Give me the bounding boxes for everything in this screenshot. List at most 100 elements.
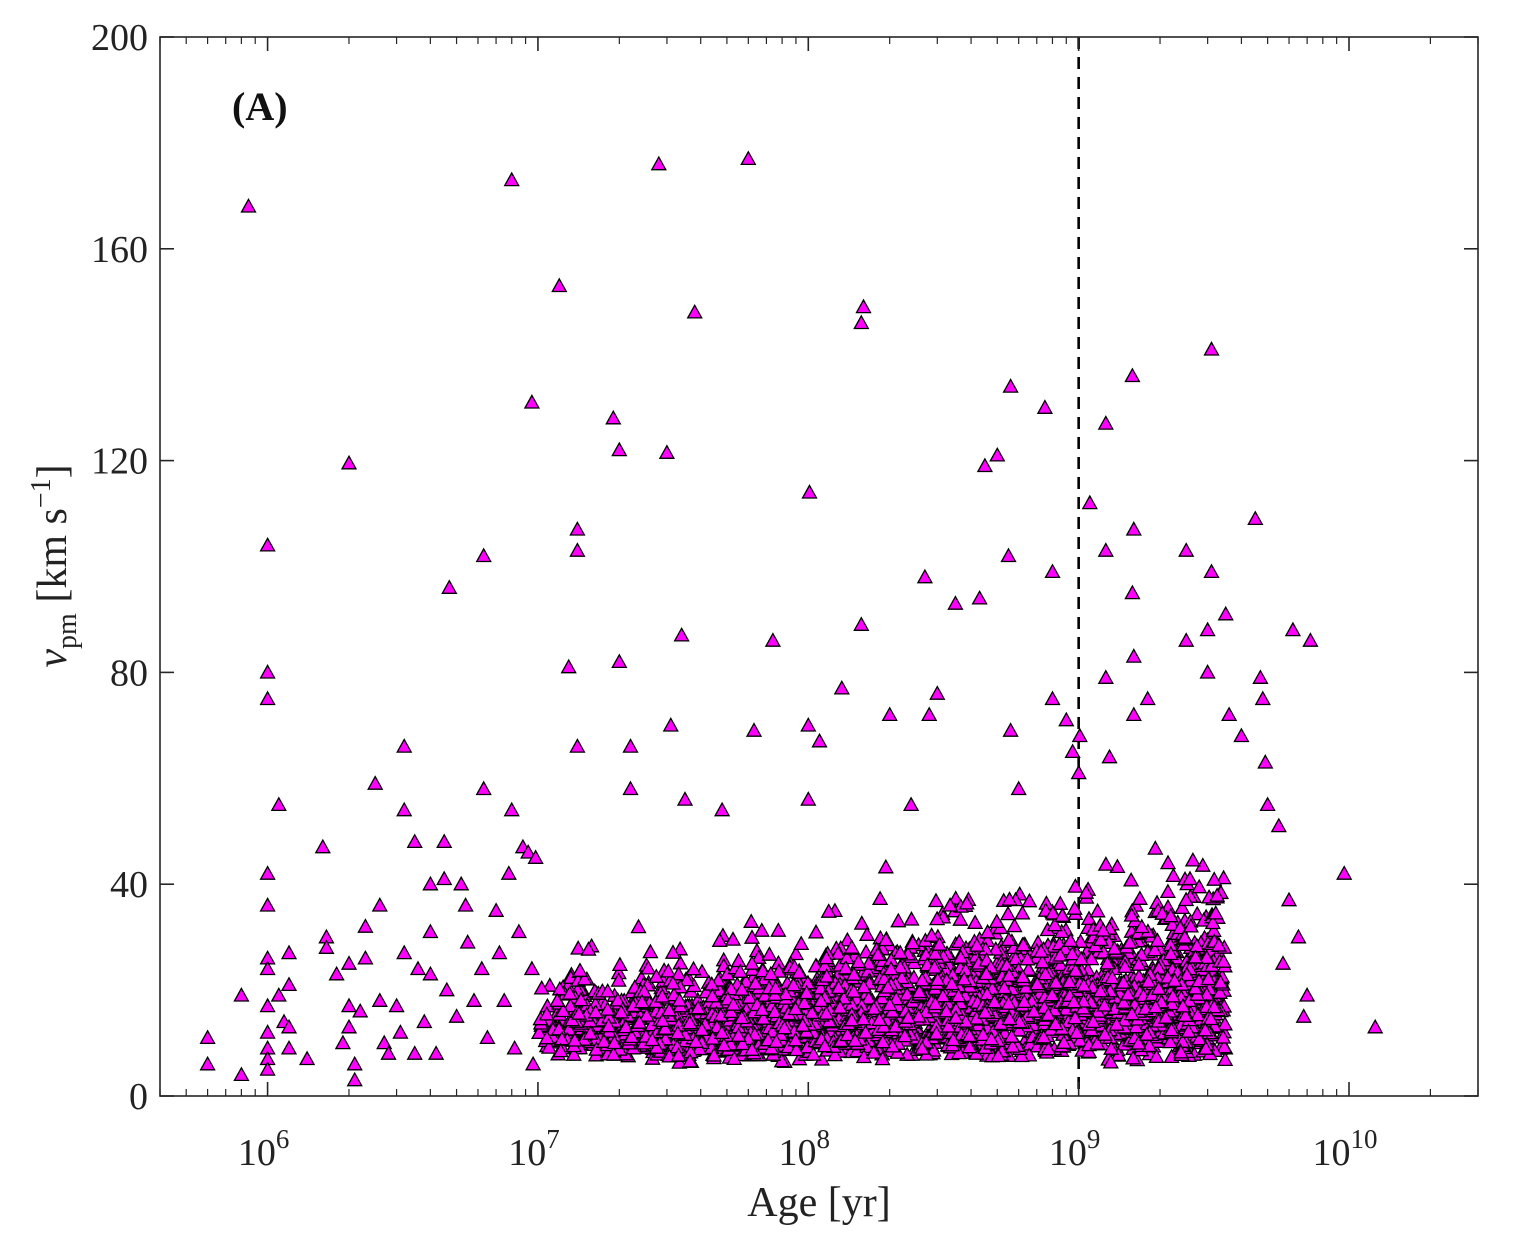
data-point — [877, 931, 895, 947]
data-point — [1217, 605, 1234, 621]
data-point — [1052, 947, 1069, 962]
data-point — [955, 970, 973, 986]
data-point — [1103, 1040, 1120, 1055]
data-point — [280, 976, 298, 992]
data-point — [1097, 669, 1114, 684]
data-point — [860, 990, 877, 1005]
data-point — [816, 1037, 834, 1053]
data-point — [611, 956, 629, 972]
data-point — [1149, 932, 1166, 947]
data-point — [1109, 858, 1126, 874]
data-point — [1148, 1048, 1165, 1064]
data-point — [1065, 993, 1082, 1009]
data-point — [743, 929, 761, 944]
data-point — [552, 1042, 569, 1058]
data-point — [904, 934, 921, 950]
data-point — [569, 738, 586, 753]
data-point — [1000, 931, 1017, 947]
data-point — [1014, 968, 1031, 984]
data-point — [1187, 948, 1204, 964]
data-point — [1139, 690, 1156, 706]
data-point — [818, 949, 835, 965]
data-point — [890, 912, 907, 928]
data-point — [807, 923, 825, 939]
data-point — [240, 198, 257, 213]
data-point — [1182, 917, 1200, 933]
data-point — [830, 979, 847, 995]
data-point — [611, 653, 628, 669]
data-point — [1067, 878, 1084, 893]
data-point — [1200, 970, 1217, 986]
data-point — [523, 960, 541, 976]
data-point — [1016, 993, 1033, 1009]
data-point — [1066, 900, 1083, 915]
data-point — [259, 690, 276, 706]
data-point — [1211, 984, 1229, 999]
data-point — [1037, 965, 1054, 981]
data-point — [1174, 997, 1192, 1013]
data-point — [911, 983, 928, 999]
data-point — [1123, 1005, 1141, 1021]
data-point — [1302, 632, 1319, 647]
data-point — [1163, 995, 1181, 1011]
y-tick-label: 40 — [110, 864, 148, 906]
data-point — [929, 685, 946, 700]
data-point — [392, 1024, 409, 1039]
data-point — [259, 536, 276, 552]
data-point — [820, 903, 837, 918]
y-tick-label: 0 — [129, 1076, 148, 1118]
data-point — [396, 801, 413, 817]
data-point — [1116, 958, 1134, 974]
data-point — [587, 1003, 604, 1019]
data-point — [826, 1046, 844, 1062]
data-point — [436, 870, 453, 886]
data-point — [874, 1050, 891, 1066]
data-point — [654, 1012, 671, 1027]
data-point — [334, 1034, 352, 1050]
data-point — [1003, 1028, 1020, 1043]
data-point — [340, 1018, 358, 1034]
data-point — [989, 446, 1006, 462]
data-point — [928, 1025, 945, 1040]
data-point — [753, 1001, 771, 1017]
data-point — [787, 1000, 804, 1016]
data-point — [422, 875, 439, 891]
data-point — [1070, 764, 1087, 780]
data-point — [318, 939, 335, 954]
data-point — [1133, 946, 1150, 961]
panel-label: (A) — [232, 84, 288, 129]
data-point — [943, 975, 960, 991]
data-point — [689, 999, 707, 1015]
data-point — [406, 833, 423, 849]
data-point — [1001, 1010, 1018, 1026]
data-point — [1075, 977, 1092, 992]
data-point — [1165, 867, 1182, 883]
data-point — [833, 679, 850, 695]
data-point — [503, 171, 520, 187]
data-point — [1104, 969, 1121, 985]
data-point — [633, 993, 651, 1009]
data-point — [830, 945, 847, 960]
data-point — [1159, 883, 1177, 899]
data-point — [554, 1002, 572, 1018]
data-point — [724, 931, 742, 946]
data-point — [788, 1041, 805, 1057]
data-point — [812, 992, 830, 1008]
data-point — [1097, 542, 1114, 557]
data-point — [491, 944, 508, 960]
data-point — [958, 894, 975, 910]
data-point — [902, 796, 920, 812]
data-point — [280, 944, 298, 960]
data-point — [664, 944, 682, 959]
data-point — [441, 579, 458, 594]
data-point — [713, 1024, 731, 1040]
data-point — [1035, 1028, 1052, 1044]
data-point — [785, 976, 802, 992]
data-point — [1150, 980, 1167, 995]
data-point — [770, 963, 788, 978]
data-point — [1140, 973, 1157, 988]
data-point — [1108, 1016, 1125, 1031]
data-point — [1130, 956, 1147, 971]
data-point — [1206, 871, 1223, 886]
